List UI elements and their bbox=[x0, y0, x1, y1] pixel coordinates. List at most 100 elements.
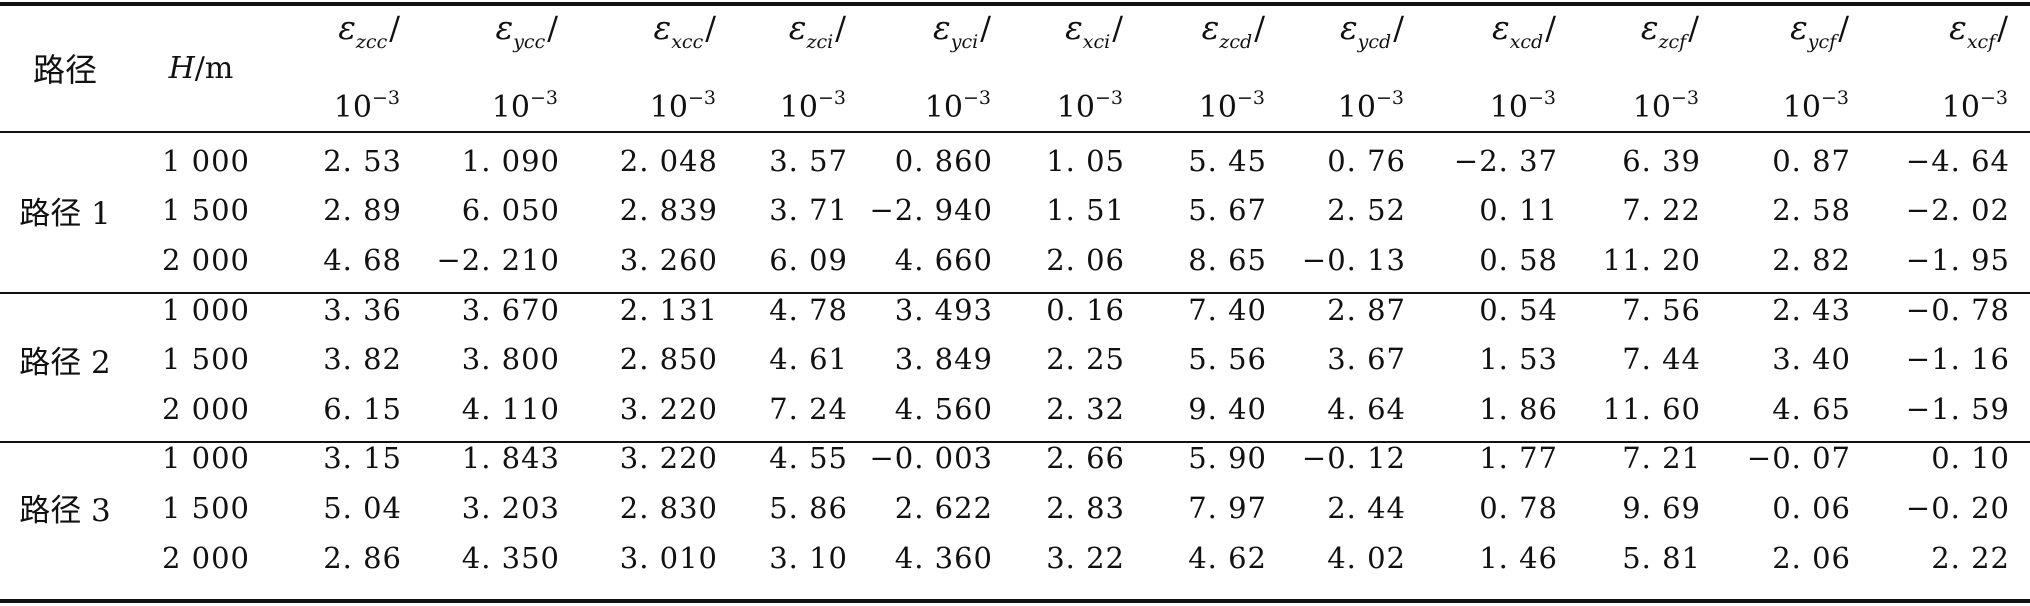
strain-value: −4. 64 bbox=[1905, 143, 2010, 178]
strain-value: −1. 95 bbox=[1905, 242, 2010, 277]
strain-value: 2. 44 bbox=[1327, 490, 1406, 525]
unit-exponent: −3 bbox=[1527, 87, 1556, 109]
slash-symbol: / bbox=[1545, 9, 1556, 47]
strain-value: 1. 86 bbox=[1479, 391, 1558, 426]
strain-value: 5. 56 bbox=[1188, 342, 1267, 377]
height-value: 2 000 bbox=[161, 540, 251, 575]
strain-value: 4. 64 bbox=[1327, 391, 1406, 426]
strain-unit-line: 10−3 bbox=[272, 70, 422, 136]
strain-unit-line: 10−3 bbox=[738, 70, 868, 136]
unit-exponent: −3 bbox=[1094, 87, 1123, 109]
strain-value: −0. 20 bbox=[1905, 490, 2010, 525]
top-rule bbox=[0, 2, 2030, 6]
height-unit: /m bbox=[194, 50, 234, 86]
strain-value: 2. 22 bbox=[1931, 540, 2010, 575]
unit-exponent: −3 bbox=[529, 87, 558, 109]
table-row: 1 500 3. 82 3. 800 2. 850 4. 61 3. 849 2. 25 5.… bbox=[0, 334, 2030, 384]
height-value: 1 000 bbox=[161, 143, 251, 178]
strain-value: 3. 203 bbox=[461, 490, 560, 525]
strain-value: 4. 360 bbox=[894, 540, 993, 575]
height-value: 1 500 bbox=[161, 193, 251, 228]
path-label: 路径 1 bbox=[19, 195, 111, 232]
strain-value: 5. 81 bbox=[1622, 540, 1701, 575]
slash-symbol: / bbox=[1112, 9, 1123, 47]
strain-value: 2. 32 bbox=[1046, 391, 1125, 426]
path-label: 路径 2 bbox=[19, 344, 111, 381]
table-header: 路径 H/m εzcc/10−3 εycc/10−3 εxcc/10−3 εzci/1… bbox=[0, 0, 2030, 136]
unit-exponent: −3 bbox=[371, 87, 400, 109]
strain-subscript: ycc bbox=[513, 31, 546, 53]
strain-value: 3. 36 bbox=[323, 292, 402, 327]
header-strain-yci: εyci/10−3 bbox=[868, 0, 1013, 136]
strain-unit-line: 10−3 bbox=[422, 70, 580, 136]
height-value: 1 500 bbox=[161, 490, 251, 525]
table-row: 1 500 2. 89 6. 050 2. 839 3. 71 −2. 940 1. 51 5… bbox=[0, 186, 2030, 236]
strain-value: 2. 87 bbox=[1327, 292, 1406, 327]
slash-symbol: / bbox=[1393, 9, 1404, 47]
strain-value: 2. 58 bbox=[1772, 193, 1851, 228]
strain-symbol-line: εxci/ bbox=[1013, 0, 1145, 70]
strain-value: 0. 78 bbox=[1479, 490, 1558, 525]
epsilon-symbol: ε bbox=[1201, 8, 1220, 47]
strain-value: 4. 560 bbox=[894, 391, 993, 426]
strain-value: 2. 25 bbox=[1046, 342, 1125, 377]
unit-base: 10 bbox=[1198, 90, 1237, 125]
strain-unit-line: 10−3 bbox=[1871, 70, 2030, 136]
height-value: 2 000 bbox=[161, 242, 251, 277]
strain-value: 9. 69 bbox=[1622, 490, 1701, 525]
strain-value: 2. 622 bbox=[894, 490, 993, 525]
strain-symbol-line: εyci/ bbox=[868, 0, 1013, 70]
header-strain-xci: εxci/10−3 bbox=[1013, 0, 1145, 136]
table-row: 路径 2 1 000 3. 36 3. 670 2. 131 4. 78 3. 493 0. … bbox=[0, 285, 2030, 381]
strain-value: 6. 09 bbox=[769, 242, 848, 277]
header-strain-zci: εzci/10−3 bbox=[738, 0, 868, 136]
strain-value: 4. 55 bbox=[769, 441, 848, 476]
strain-value: 1. 46 bbox=[1479, 540, 1558, 575]
slash-symbol: / bbox=[1254, 9, 1265, 47]
strain-value: 2. 830 bbox=[619, 490, 718, 525]
unit-base: 10 bbox=[779, 90, 818, 125]
strain-value: 0. 76 bbox=[1327, 143, 1406, 178]
unit-base: 10 bbox=[649, 90, 688, 125]
strain-value: 7. 97 bbox=[1188, 490, 1267, 525]
height-value: 1 500 bbox=[161, 342, 251, 377]
strain-value: 4. 78 bbox=[769, 292, 848, 327]
strain-value: 3. 15 bbox=[323, 441, 402, 476]
strain-value: 5. 45 bbox=[1188, 143, 1267, 178]
epsilon-symbol: ε bbox=[1949, 8, 1967, 47]
header-strain-xcd: εxcd/10−3 bbox=[1426, 0, 1578, 136]
strain-subscript: yci bbox=[950, 31, 979, 53]
strain-value: −2. 210 bbox=[436, 242, 560, 277]
height-value: 1 000 bbox=[161, 441, 251, 476]
strain-value: 1. 53 bbox=[1479, 342, 1558, 377]
epsilon-symbol: ε bbox=[495, 8, 514, 47]
unit-base: 10 bbox=[1056, 90, 1095, 125]
strain-value: 2. 83 bbox=[1046, 490, 1125, 525]
strain-value: 2. 43 bbox=[1772, 292, 1851, 327]
strain-value: 3. 220 bbox=[619, 391, 718, 426]
strain-subscript: xcf bbox=[1966, 31, 1996, 53]
bottom-rule bbox=[0, 599, 2030, 603]
strain-value: 3. 220 bbox=[619, 441, 718, 476]
unit-base: 10 bbox=[924, 90, 963, 125]
strain-value: 3. 800 bbox=[461, 342, 560, 377]
strain-value: −0. 003 bbox=[869, 441, 993, 476]
strain-value: 0. 16 bbox=[1046, 292, 1125, 327]
slash-symbol: / bbox=[835, 9, 846, 47]
unit-exponent: −3 bbox=[687, 87, 716, 109]
strain-value: 2. 89 bbox=[323, 193, 402, 228]
strain-value: 5. 67 bbox=[1188, 193, 1267, 228]
strain-value: 3. 010 bbox=[619, 540, 718, 575]
strain-value: 7. 40 bbox=[1188, 292, 1267, 327]
strain-value: −2. 940 bbox=[869, 193, 993, 228]
header-strain-xcc: εxcc/10−3 bbox=[580, 0, 738, 136]
slash-symbol: / bbox=[1688, 9, 1699, 47]
strain-value: 2. 131 bbox=[619, 292, 718, 327]
unit-base: 10 bbox=[1489, 90, 1528, 125]
strain-symbol-line: εzcf/ bbox=[1578, 0, 1721, 70]
header-strain-zcd: εzcd/10−3 bbox=[1145, 0, 1287, 136]
header-strain-ycf: εycf/10−3 bbox=[1721, 0, 1871, 136]
strain-value: 0. 06 bbox=[1772, 490, 1851, 525]
table-row: 路径 1 1 000 2. 53 1. 090 2. 048 3. 57 0. 860 1. … bbox=[0, 136, 2030, 232]
strain-value: 0. 87 bbox=[1772, 143, 1851, 178]
